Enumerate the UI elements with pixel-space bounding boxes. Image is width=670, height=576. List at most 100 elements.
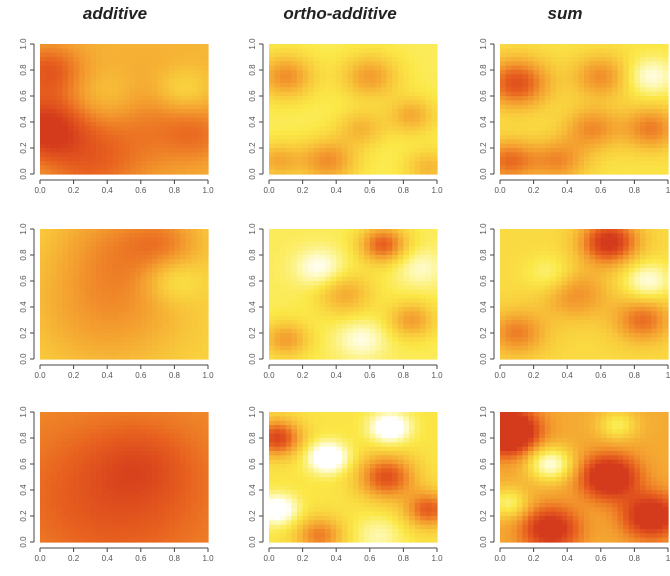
heatmap-cell bbox=[157, 139, 164, 145]
heatmap-cell bbox=[656, 139, 663, 145]
heatmap-cell bbox=[180, 272, 187, 278]
heatmap-cell bbox=[640, 122, 647, 127]
heatmap-cell bbox=[584, 126, 591, 132]
heatmap-cell bbox=[336, 65, 343, 71]
heatmap-cell bbox=[96, 255, 103, 260]
heatmap-cell bbox=[191, 320, 198, 325]
heatmap-cell bbox=[302, 96, 309, 101]
heatmap-cell bbox=[96, 126, 103, 132]
heatmap-cell bbox=[353, 250, 360, 256]
heatmap-cell bbox=[578, 143, 585, 149]
heatmap-cell bbox=[140, 100, 147, 106]
heatmap-cell bbox=[146, 165, 153, 171]
heatmap-cell bbox=[297, 48, 304, 54]
heatmap-cell bbox=[528, 117, 535, 123]
heatmap-cell bbox=[522, 268, 529, 273]
heatmap-cell bbox=[51, 285, 58, 291]
heatmap-cell bbox=[319, 96, 326, 101]
heatmap-cell bbox=[79, 311, 86, 317]
heatmap-cell bbox=[185, 74, 192, 80]
heatmap-cell bbox=[403, 83, 410, 88]
heatmap-cell bbox=[539, 91, 546, 97]
heatmap-cell bbox=[313, 289, 320, 295]
heatmap-cell bbox=[269, 44, 276, 49]
heatmap-cell bbox=[202, 285, 209, 291]
heatmap-cell bbox=[308, 289, 315, 295]
heatmap-cell bbox=[617, 117, 624, 123]
heatmap-cell bbox=[539, 242, 546, 247]
heatmap-cell bbox=[157, 346, 164, 351]
heatmap-cell bbox=[584, 143, 591, 149]
heatmap-cell bbox=[124, 78, 131, 84]
heatmap-cell bbox=[431, 350, 438, 356]
heatmap-cell bbox=[124, 320, 131, 325]
heatmap-cell bbox=[528, 161, 535, 166]
heatmap-cell bbox=[595, 143, 602, 149]
heatmap-cell bbox=[578, 87, 585, 93]
heatmap-cell bbox=[163, 91, 170, 97]
heatmap-cell bbox=[152, 354, 159, 360]
heatmap-cell bbox=[505, 165, 512, 171]
heatmap-cell bbox=[291, 83, 298, 88]
heatmap-cell bbox=[409, 276, 416, 282]
heatmap-cell bbox=[431, 272, 438, 278]
heatmap-cell bbox=[336, 311, 343, 317]
heatmap-cell bbox=[157, 143, 164, 149]
heatmap-cell bbox=[152, 135, 159, 140]
heatmap-cell bbox=[191, 354, 198, 360]
heatmap-cell bbox=[606, 122, 613, 127]
heatmap-cell bbox=[392, 143, 399, 149]
heatmap-cell bbox=[336, 246, 343, 252]
heatmap-cell bbox=[157, 350, 164, 356]
heatmap-cell bbox=[302, 52, 309, 58]
heatmap-cell bbox=[124, 113, 131, 119]
heatmap-cell bbox=[336, 272, 343, 278]
heatmap-cell bbox=[392, 83, 399, 88]
heatmap-cell bbox=[112, 126, 119, 132]
heatmap-cell bbox=[392, 96, 399, 101]
heatmap-cell bbox=[40, 259, 47, 265]
heatmap-cell bbox=[313, 117, 320, 123]
heatmap-cell bbox=[185, 237, 192, 243]
y-tick-label: 0.4 bbox=[19, 116, 28, 128]
heatmap-cell bbox=[84, 44, 91, 49]
heatmap-cell bbox=[550, 78, 557, 84]
heatmap-cell bbox=[308, 122, 315, 127]
heatmap-cell bbox=[645, 169, 652, 175]
heatmap-cell bbox=[202, 113, 209, 119]
heatmap-cell bbox=[45, 233, 52, 239]
heatmap-cell bbox=[572, 139, 579, 145]
heatmap-cell bbox=[112, 78, 119, 84]
heatmap-cell bbox=[561, 161, 568, 166]
heatmap-cell bbox=[285, 113, 292, 119]
heatmap-cell bbox=[56, 246, 63, 252]
heatmap-cell bbox=[544, 61, 551, 67]
heatmap-cell bbox=[358, 96, 365, 101]
heatmap-cell bbox=[180, 246, 187, 252]
heatmap-cell bbox=[291, 126, 298, 132]
heatmap-cell bbox=[168, 246, 175, 252]
heatmap-cell bbox=[634, 139, 641, 145]
heatmap-cell bbox=[578, 169, 585, 175]
heatmap-cell bbox=[511, 307, 518, 312]
heatmap-cell bbox=[431, 135, 438, 140]
heatmap-cell bbox=[68, 233, 75, 239]
heatmap-cell bbox=[118, 333, 125, 338]
heatmap-cell bbox=[174, 289, 181, 295]
heatmap-cell bbox=[431, 74, 438, 80]
heatmap-cell bbox=[325, 285, 332, 291]
heatmap-cell bbox=[285, 109, 292, 114]
heatmap-cell bbox=[425, 320, 432, 325]
heatmap-cell bbox=[56, 78, 63, 84]
heatmap-cell bbox=[302, 315, 309, 321]
heatmap-cell bbox=[196, 302, 203, 308]
heatmap-cell bbox=[539, 285, 546, 291]
heatmap-cell bbox=[397, 246, 404, 252]
heatmap-cell bbox=[516, 113, 523, 119]
heatmap-cell bbox=[511, 324, 518, 330]
heatmap-cell bbox=[364, 165, 371, 171]
heatmap-cell bbox=[302, 87, 309, 93]
heatmap-cell bbox=[336, 70, 343, 75]
heatmap-cell bbox=[297, 354, 304, 360]
heatmap-cell bbox=[124, 242, 131, 247]
